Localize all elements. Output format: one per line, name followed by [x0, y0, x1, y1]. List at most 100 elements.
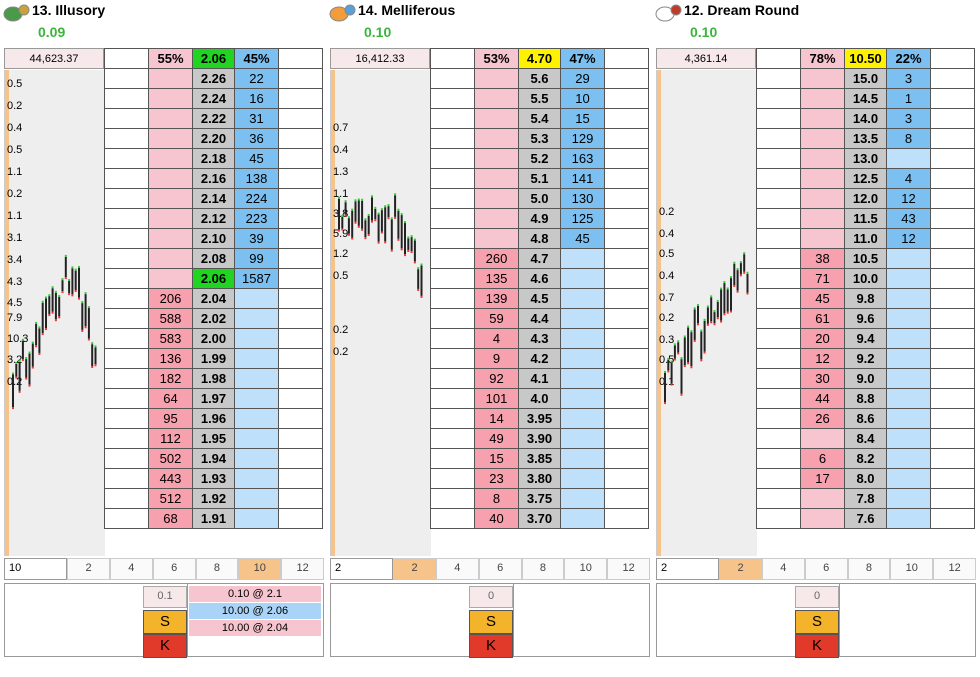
lay-volume-cell[interactable]: [148, 248, 193, 269]
lay-volume-cell[interactable]: 38: [800, 248, 845, 269]
back-order-cell[interactable]: [104, 488, 149, 509]
lay-volume-cell[interactable]: 9: [474, 348, 519, 369]
tick-size-input[interactable]: 2: [330, 558, 394, 580]
lay-order-cell[interactable]: [930, 208, 975, 229]
lay-volume-cell[interactable]: 30: [800, 368, 845, 389]
lay-order-cell[interactable]: [930, 228, 975, 249]
tick-option-8[interactable]: 8: [847, 558, 891, 580]
lay-order-cell[interactable]: [278, 408, 323, 429]
back-order-cell[interactable]: [430, 508, 475, 529]
lay-volume-cell[interactable]: 101: [474, 388, 519, 409]
stake-button[interactable]: S: [469, 610, 513, 634]
back-volume-cell[interactable]: 29: [560, 68, 605, 89]
lay-volume-cell[interactable]: [148, 68, 193, 89]
back-volume-cell[interactable]: [560, 248, 605, 269]
stake-button[interactable]: S: [795, 610, 839, 634]
back-order-cell[interactable]: [104, 428, 149, 449]
back-order-cell[interactable]: [756, 208, 801, 229]
lay-order-cell[interactable]: [604, 88, 649, 109]
lay-order-cell[interactable]: [604, 388, 649, 409]
tick-option-12[interactable]: 12: [281, 558, 325, 580]
back-order-cell[interactable]: [756, 368, 801, 389]
lay-order-cell[interactable]: [278, 448, 323, 469]
lay-order-cell[interactable]: [604, 268, 649, 289]
back-order-cell[interactable]: [104, 308, 149, 329]
lay-volume-cell[interactable]: [474, 128, 519, 149]
lay-order-cell[interactable]: [604, 448, 649, 469]
back-order-cell[interactable]: [104, 208, 149, 229]
lay-order-cell[interactable]: [604, 508, 649, 529]
back-order-cell[interactable]: [756, 68, 801, 89]
back-volume-cell[interactable]: 163: [560, 148, 605, 169]
lay-volume-cell[interactable]: [800, 68, 845, 89]
back-volume-cell[interactable]: [234, 428, 279, 449]
back-volume-cell[interactable]: 1587: [234, 268, 279, 289]
lay-order-cell[interactable]: [604, 208, 649, 229]
back-order-cell[interactable]: [430, 408, 475, 429]
lay-order-cell[interactable]: [604, 428, 649, 449]
back-order-cell[interactable]: [756, 428, 801, 449]
back-volume-cell[interactable]: [886, 488, 931, 509]
lay-volume-cell[interactable]: 26: [800, 408, 845, 429]
back-order-cell[interactable]: [756, 148, 801, 169]
back-order-cell[interactable]: [756, 168, 801, 189]
lay-volume-cell[interactable]: 59: [474, 308, 519, 329]
back-volume-cell[interactable]: 223: [234, 208, 279, 229]
back-volume-cell[interactable]: [560, 368, 605, 389]
back-order-cell[interactable]: [430, 288, 475, 309]
back-volume-cell[interactable]: 129: [560, 128, 605, 149]
lay-order-cell[interactable]: [278, 428, 323, 449]
lay-order-cell[interactable]: [604, 228, 649, 249]
back-volume-cell[interactable]: [886, 508, 931, 529]
lay-order-cell[interactable]: [930, 88, 975, 109]
back-volume-cell[interactable]: [234, 308, 279, 329]
tick-option-4[interactable]: 4: [761, 558, 805, 580]
lay-order-cell[interactable]: [930, 448, 975, 469]
open-bet-item[interactable]: 0.10 @ 2.1: [189, 586, 321, 602]
back-order-cell[interactable]: [104, 388, 149, 409]
back-order-cell[interactable]: [756, 248, 801, 269]
back-volume-cell[interactable]: [886, 268, 931, 289]
back-order-cell[interactable]: [430, 448, 475, 469]
back-order-cell[interactable]: [430, 488, 475, 509]
tick-option-6[interactable]: 6: [152, 558, 196, 580]
lay-volume-cell[interactable]: 15: [474, 448, 519, 469]
lay-volume-cell[interactable]: 139: [474, 288, 519, 309]
back-volume-cell[interactable]: 1: [886, 88, 931, 109]
lay-volume-cell[interactable]: [474, 68, 519, 89]
lay-order-cell[interactable]: [930, 508, 975, 529]
lay-volume-cell[interactable]: [148, 108, 193, 129]
back-order-cell[interactable]: [104, 328, 149, 349]
back-order-cell[interactable]: [104, 268, 149, 289]
back-volume-cell[interactable]: [560, 288, 605, 309]
back-order-cell[interactable]: [756, 308, 801, 329]
lay-order-cell[interactable]: [278, 488, 323, 509]
lay-order-cell[interactable]: [278, 248, 323, 269]
back-order-cell[interactable]: [756, 288, 801, 309]
back-order-cell[interactable]: [104, 368, 149, 389]
lay-order-cell[interactable]: [278, 508, 323, 529]
lay-order-cell[interactable]: [604, 408, 649, 429]
tick-option-2[interactable]: 2: [719, 558, 762, 580]
back-order-cell[interactable]: [756, 88, 801, 109]
back-volume-cell[interactable]: [886, 308, 931, 329]
lay-order-cell[interactable]: [604, 328, 649, 349]
back-volume-cell[interactable]: 224: [234, 188, 279, 209]
lay-volume-cell[interactable]: 44: [800, 388, 845, 409]
lay-order-cell[interactable]: [604, 148, 649, 169]
lay-volume-cell[interactable]: 583: [148, 328, 193, 349]
lay-volume-cell[interactable]: [148, 128, 193, 149]
back-volume-cell[interactable]: [234, 508, 279, 529]
lay-volume-cell[interactable]: [800, 88, 845, 109]
lay-volume-cell[interactable]: 4: [474, 328, 519, 349]
back-volume-cell[interactable]: 22: [234, 68, 279, 89]
lay-order-cell[interactable]: [930, 408, 975, 429]
lay-volume-cell[interactable]: [800, 168, 845, 189]
back-volume-cell[interactable]: [560, 448, 605, 469]
back-volume-cell[interactable]: 130: [560, 188, 605, 209]
back-volume-cell[interactable]: [234, 368, 279, 389]
lay-order-cell[interactable]: [604, 368, 649, 389]
back-volume-cell[interactable]: [234, 348, 279, 369]
lay-volume-cell[interactable]: [148, 228, 193, 249]
lay-order-cell[interactable]: [278, 208, 323, 229]
